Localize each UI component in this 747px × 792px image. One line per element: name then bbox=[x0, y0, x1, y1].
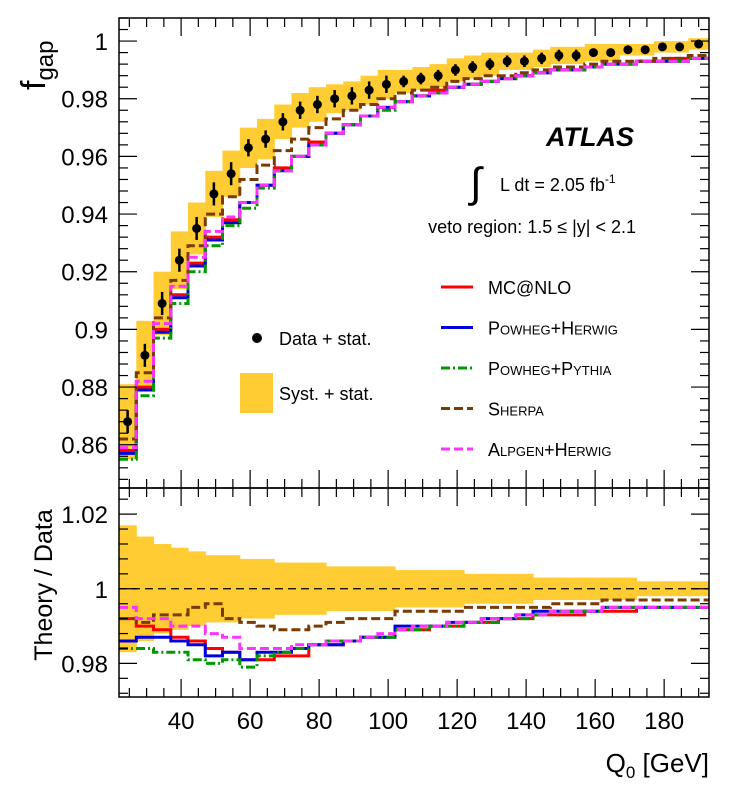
main-axes: 0.86 0.88 0.9 0.92 0.94 0.96 0.98 1 bbox=[61, 17, 710, 489]
ratio-y-tick-label: 1 bbox=[95, 577, 108, 604]
data-point bbox=[295, 105, 305, 115]
main-y-tick-label: 0.9 bbox=[75, 317, 108, 344]
legend-syst-swatch bbox=[240, 373, 273, 413]
main-syst-band bbox=[119, 38, 710, 460]
data-point bbox=[571, 50, 581, 60]
ratio-curve-alpgen-herwig bbox=[119, 605, 709, 650]
data-point bbox=[174, 255, 184, 265]
data-point bbox=[209, 189, 219, 199]
data-point bbox=[347, 91, 357, 101]
main-y-axis-title: fgap bbox=[15, 41, 59, 91]
ratio-band-bin bbox=[395, 570, 413, 608]
ratio-axes: 0.98 1 1.02 40 60 80 100 120 140 160 180 bbox=[61, 487, 710, 735]
data-point bbox=[502, 56, 512, 66]
legend-label-mc-nlo: MC@NLO bbox=[488, 278, 571, 298]
main-y-tick-label: 0.86 bbox=[61, 433, 108, 460]
x-axis-title: Q0 [GeV] bbox=[606, 748, 709, 782]
ratio-band-bin bbox=[274, 562, 293, 615]
x-tick-label: 60 bbox=[237, 708, 264, 735]
main-y-tick-label: 0.98 bbox=[61, 87, 108, 114]
ratio-frame bbox=[118, 487, 710, 698]
data-point bbox=[675, 42, 685, 52]
data-point bbox=[140, 350, 150, 360]
main-y-tick-label: 0.92 bbox=[61, 260, 108, 287]
legend-data-marker bbox=[252, 333, 262, 343]
luminosity-label: L dt = 2.05 fb-1 bbox=[500, 172, 616, 195]
ratio-band-bin bbox=[343, 566, 362, 612]
ratio-band-bin bbox=[602, 577, 620, 600]
data-point bbox=[640, 45, 650, 55]
legend-label-alpgen-herwig: ALPGEN+HERWIG bbox=[488, 440, 611, 460]
ratio-y-axis-title: Theory / Data bbox=[30, 509, 58, 661]
data-point bbox=[450, 65, 460, 75]
main-curve-powheg-pythia bbox=[119, 56, 709, 461]
legend-label-powheg-pythia: POWHEG+PYTHIA bbox=[488, 359, 612, 379]
data-point bbox=[554, 50, 564, 60]
ratio-band-bin bbox=[239, 558, 258, 619]
data-point bbox=[606, 48, 616, 58]
data-point bbox=[192, 223, 202, 233]
ratio-band-bin bbox=[550, 577, 569, 600]
ratio-curve-powheg-pythia bbox=[119, 605, 709, 669]
atlas-label: ATLAS bbox=[545, 122, 634, 152]
x-tick-label: 120 bbox=[437, 708, 477, 735]
main-curve-powheg-herwig bbox=[119, 56, 709, 455]
data-point bbox=[485, 59, 495, 69]
main-curve-mc-nlo bbox=[119, 56, 709, 452]
x-tick-label: 100 bbox=[368, 708, 408, 735]
legend-theory: MC@NLO POWHEG+HERWIG POWHEG+PYTHIA SHERPA AL… bbox=[441, 278, 618, 460]
legend-label-powheg-herwig: POWHEG+HERWIG bbox=[488, 319, 618, 339]
ratio-band-bin bbox=[170, 547, 189, 630]
main-curve-alpgen-herwig bbox=[119, 56, 709, 450]
data-point bbox=[623, 45, 633, 55]
main-y-tick-label: 1 bbox=[95, 29, 108, 56]
data-point bbox=[694, 39, 704, 49]
data-point bbox=[537, 53, 547, 63]
integral-sign: ∫ bbox=[468, 159, 484, 206]
ratio-band-bin bbox=[446, 570, 465, 608]
legend-syst-label: Syst. + stat. bbox=[279, 384, 374, 404]
veto-region-label: veto region: 1.5 ≤ |y| < 2.1 bbox=[428, 217, 636, 237]
data-point bbox=[278, 117, 288, 127]
data-point bbox=[157, 298, 167, 308]
x-tick-label: 80 bbox=[306, 708, 333, 735]
data-point bbox=[399, 76, 409, 86]
main-theory-curves bbox=[119, 54, 709, 461]
ratio-syst-band bbox=[119, 525, 710, 653]
main-y-tick-label: 0.94 bbox=[61, 202, 108, 229]
main-y-tick-label: 0.96 bbox=[61, 144, 108, 171]
ratio-band-bin bbox=[291, 562, 310, 615]
data-point bbox=[312, 100, 322, 110]
data-point bbox=[416, 74, 426, 84]
main-data-points bbox=[123, 39, 704, 434]
data-point bbox=[243, 143, 253, 153]
main-y-tick-label: 0.88 bbox=[61, 375, 108, 402]
ratio-theory-curves bbox=[119, 598, 709, 669]
data-point bbox=[226, 169, 236, 179]
ratio-band-bin bbox=[653, 581, 672, 597]
ratio-y-tick-label: 0.98 bbox=[61, 651, 108, 678]
legend-data-label: Data + stat. bbox=[279, 329, 372, 349]
data-point bbox=[381, 79, 391, 89]
x-tick-label: 160 bbox=[575, 708, 615, 735]
ratio-band-bin bbox=[498, 573, 517, 604]
data-point bbox=[519, 56, 529, 66]
main-curve-sherpa bbox=[119, 54, 709, 441]
data-point bbox=[433, 71, 443, 81]
data-point bbox=[261, 134, 271, 144]
ratio-y-tick-label: 1.02 bbox=[61, 502, 108, 529]
x-tick-label: 40 bbox=[168, 708, 195, 735]
data-point bbox=[330, 94, 340, 104]
data-point bbox=[364, 85, 374, 95]
data-point bbox=[657, 42, 667, 52]
legend-label-sherpa: SHERPA bbox=[488, 400, 544, 420]
x-tick-label: 140 bbox=[506, 708, 546, 735]
x-tick-label: 180 bbox=[644, 708, 684, 735]
ratio-curve-sherpa bbox=[119, 598, 709, 632]
data-point bbox=[468, 62, 478, 72]
data-point bbox=[588, 48, 598, 58]
ratio-band-bin bbox=[222, 555, 241, 623]
